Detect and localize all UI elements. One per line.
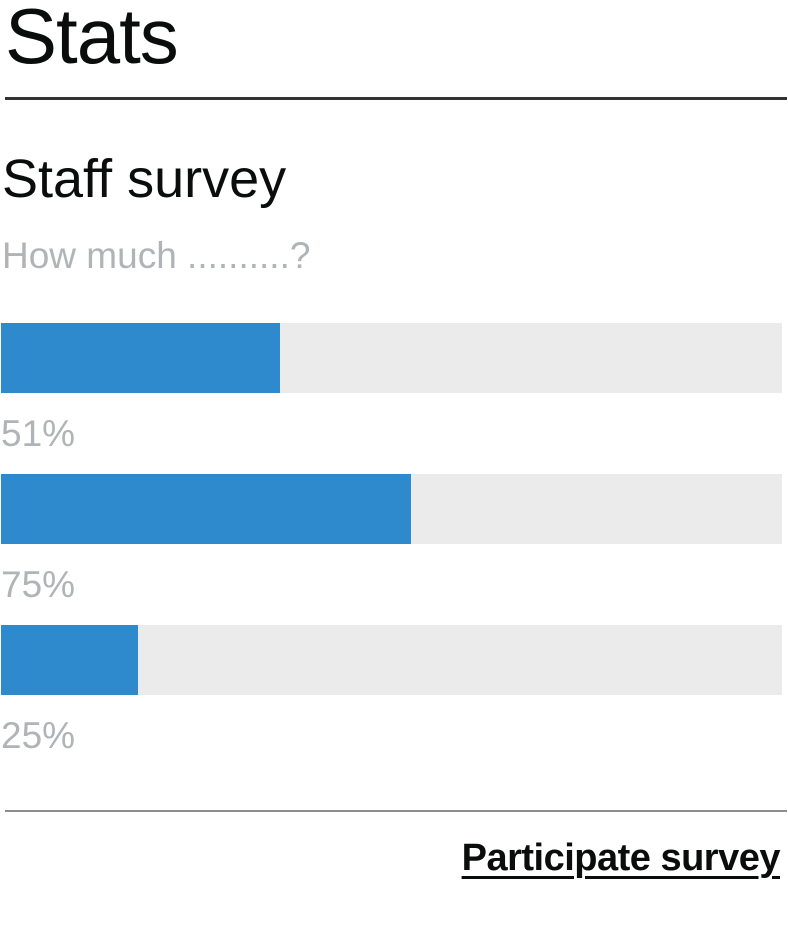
footer-divider [5, 810, 787, 812]
survey-question: How much ..........? [2, 235, 311, 276]
result-percentage: 51% [1, 413, 76, 454]
result-bar-track [1, 474, 782, 544]
result-bar-fill [1, 474, 412, 544]
result-row: 51% [1, 323, 782, 463]
result-row: 75% [1, 474, 782, 614]
result-percentage: 75% [1, 564, 76, 605]
survey-title: Staff survey [2, 149, 287, 209]
participate-survey-link[interactable]: Participate survey [461, 837, 781, 879]
page-title: Stats [5, 0, 179, 80]
survey-results: 51% 75% 25% [1, 323, 782, 776]
title-divider [5, 97, 787, 100]
result-percentage: 25% [1, 715, 76, 756]
result-bar-fill [1, 323, 280, 393]
result-bar-fill [1, 625, 138, 695]
result-bar-track [1, 625, 782, 695]
result-bar-track [1, 323, 782, 393]
result-row: 25% [1, 625, 782, 765]
